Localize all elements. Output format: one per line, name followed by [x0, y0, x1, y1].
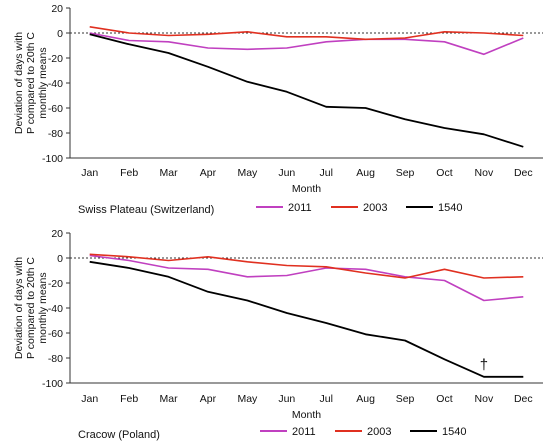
series-line-1540	[89, 33, 524, 148]
legend-label: 1540	[438, 202, 462, 214]
series-line-2003	[89, 26, 524, 41]
y-axis-title: Deviation of days withP compared to 20th…	[13, 257, 49, 359]
y-tick-label: -60	[48, 328, 63, 340]
x-tick-label: Mar	[159, 167, 178, 179]
legend-label: 2003	[367, 426, 391, 438]
chart-panel-1: 20 0 -20 -40 -60 -80 -100 Jan Feb Mar Apr May Jun Jul…	[13, 3, 543, 216]
x-tick-label: Oct	[436, 393, 452, 405]
y-axis-title: Deviation of days withP compared to 20th…	[13, 32, 49, 134]
x-tick-label: May	[237, 167, 258, 179]
legend: 2011 2003 1540	[260, 426, 466, 438]
y-tick-label: -20	[48, 278, 63, 290]
y-tick-label: 0	[57, 28, 63, 40]
series-line-2011	[89, 254, 524, 302]
x-tick-label: Sep	[396, 167, 415, 179]
x-axis-title: Month	[292, 409, 321, 421]
y-tick-label: -40	[48, 78, 63, 90]
y-tick-label: -100	[42, 378, 63, 390]
y-tick-label: -60	[48, 103, 63, 115]
y-tick-label: -20	[48, 53, 63, 65]
x-axis-title: Month	[292, 183, 321, 195]
y-tick-label: 0	[57, 253, 63, 265]
x-tick-label: Aug	[356, 167, 375, 179]
panel-title: Swiss Plateau (Switzerland)	[78, 204, 214, 216]
x-tick-label: Jan	[81, 167, 98, 179]
series-line-2011	[89, 32, 524, 56]
x-tick-label: Jul	[319, 393, 332, 405]
legend-label: 2011	[292, 426, 316, 438]
x-tick-label: Dec	[514, 167, 533, 179]
x-tick-label: Apr	[200, 393, 217, 405]
x-tick-label: Jul	[319, 167, 332, 179]
series-line-2003	[89, 253, 524, 279]
x-tick-label: Feb	[120, 393, 138, 405]
x-tick-label: Nov	[475, 393, 494, 405]
legend-label: 2003	[363, 202, 387, 214]
y-tick-label: 20	[51, 228, 63, 240]
x-tick-label: Jun	[278, 393, 295, 405]
y-tick-label: -40	[48, 303, 63, 315]
x-tick-label: Mar	[159, 393, 178, 405]
x-tick-label: Aug	[356, 393, 375, 405]
x-tick-label: Nov	[475, 167, 494, 179]
x-tick-label: May	[237, 393, 258, 405]
panel-title: Cracow (Poland)	[78, 429, 160, 441]
y-axis-title-line: Deviation of days with	[13, 257, 25, 359]
y-axis-title-line: monthly means	[37, 47, 49, 118]
x-tick-label: Sep	[396, 393, 415, 405]
x-tick-label: Jun	[278, 167, 295, 179]
x-tick-label: Feb	[120, 167, 138, 179]
legend: 2011 2003 1540	[256, 202, 462, 214]
y-tick-label: -80	[48, 128, 63, 140]
x-tick-label: Dec	[514, 393, 533, 405]
legend-label: 2011	[288, 202, 312, 214]
y-axis-title-line: P compared to 20th C	[25, 32, 37, 134]
y-axis-title-line: P compared to 20th C	[25, 257, 37, 359]
y-tick-label: -80	[48, 353, 63, 365]
y-tick-label: 20	[51, 3, 63, 15]
series-line-1540	[89, 260, 524, 378]
chart-panel-2: 20 0 -20 -40 -60 -80 -100 Jan Feb Mar Apr May Jun Jul…	[13, 228, 543, 441]
y-axis-title-line: Deviation of days with	[13, 32, 25, 134]
x-tick-label: Apr	[200, 167, 217, 179]
annotation-dagger: †	[480, 356, 488, 373]
legend-label: 1540	[442, 426, 466, 438]
y-axis-title-line: monthly means	[37, 272, 49, 343]
x-tick-label: Oct	[436, 167, 452, 179]
y-tick-label: -100	[42, 153, 63, 165]
x-tick-label: Jan	[81, 393, 98, 405]
